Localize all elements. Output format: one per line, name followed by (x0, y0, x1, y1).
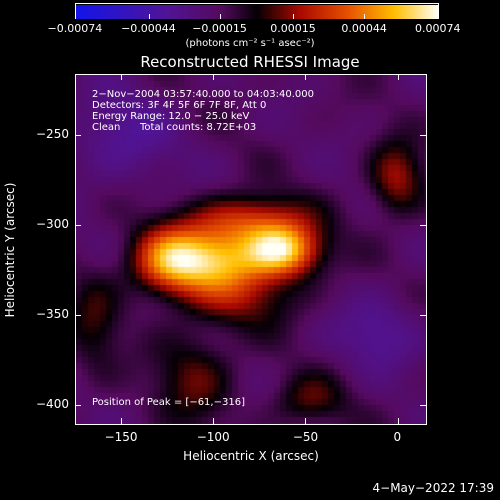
energy-range-annotation: Energy Range: 12.0 − 25.0 keV (92, 111, 250, 122)
x-tick-mark (397, 418, 399, 424)
colorbar-tick-label: 0.00074 (415, 22, 461, 35)
heatmap-image (76, 75, 426, 424)
time-range-annotation: 2−Nov−2004 03:57:40.000 to 04:03:40.000 (92, 89, 315, 100)
colorbar-tick-mark (75, 14, 76, 19)
y-tick-mark (420, 405, 426, 407)
colorbar-tick-mark (148, 14, 150, 19)
y-axis-label: Heliocentric Y (arcsec) (3, 182, 17, 318)
x-axis-label: Heliocentric X (arcsec) (183, 449, 319, 463)
colorbar (75, 3, 439, 19)
x-tick-mark (305, 418, 307, 424)
chart-title: Reconstructed RHESSI Image (140, 53, 360, 71)
colorbar-tick-mark (219, 14, 221, 19)
timestamp: 4−May−2022 17:39 (372, 481, 495, 495)
colorbar-unit-label: (photons cm⁻² s⁻¹ asec⁻²) (185, 38, 315, 49)
detectors-annotation: Detectors: 3F 4F 5F 6F 7F 8F, Att 0 (92, 100, 267, 111)
x-tick-mark (213, 74, 215, 80)
plot-area: 2−Nov−2004 03:57:40.000 to 04:03:40.000 … (75, 74, 427, 425)
colorbar-tick-mark (438, 14, 439, 19)
x-tick-mark (213, 418, 215, 424)
y-tick-mark (75, 135, 81, 137)
y-tick-mark (420, 135, 426, 137)
y-tick-label: −300 (36, 217, 69, 232)
y-tick-mark (420, 225, 426, 227)
x-tick-mark (305, 74, 307, 80)
colorbar-gradient (76, 5, 438, 19)
colorbar-tick-label: −0.00015 (192, 22, 247, 35)
x-tick-label: −150 (104, 430, 138, 444)
y-tick-mark (75, 225, 81, 227)
y-tick-label: −250 (36, 127, 69, 142)
colorbar-tick-label: 0.00015 (270, 22, 316, 35)
y-tick-mark (420, 315, 426, 317)
peak-position-annotation: Position of Peak = [−61,−316] (92, 397, 245, 408)
colorbar-tick-mark (364, 14, 366, 19)
total-counts-annotation: Total counts: 8.72E+03 (140, 122, 257, 133)
x-tick-label: −100 (196, 430, 230, 444)
colorbar-tick-mark (293, 14, 295, 19)
x-tick-mark (121, 74, 123, 80)
y-tick-mark (75, 315, 81, 317)
x-tick-mark (397, 74, 399, 80)
x-tick-label: −50 (292, 430, 319, 444)
y-tick-mark (75, 405, 81, 407)
x-tick-label: 0 (393, 430, 402, 444)
x-tick-mark (121, 418, 123, 424)
colorbar-tick-label: −0.00074 (47, 22, 103, 35)
colorbar-tick-label: 0.00044 (341, 22, 387, 35)
y-tick-label: −350 (36, 307, 69, 322)
colorbar-tick-label: −0.00044 (121, 22, 176, 35)
y-tick-label: −400 (36, 397, 69, 412)
clean-annotation: Clean (92, 122, 121, 133)
